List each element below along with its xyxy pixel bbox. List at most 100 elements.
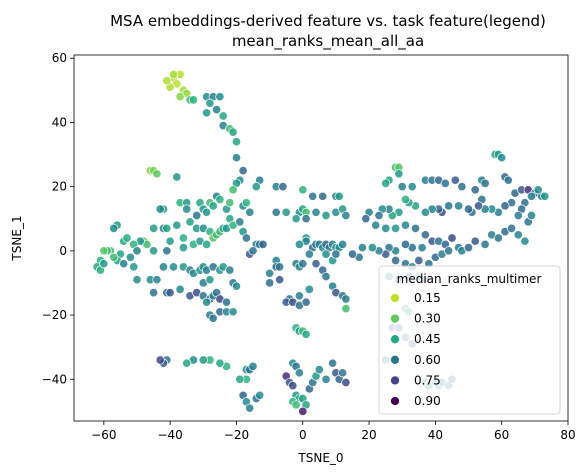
data-point: [162, 223, 172, 233]
data-point: [149, 288, 159, 298]
chart-subtitle: mean_ranks_mean_all_aa: [232, 32, 424, 51]
legend: median_ranks_multimer 0.150.300.450.600.…: [378, 265, 561, 415]
data-point: [231, 137, 242, 147]
x-tick-label: 0: [299, 428, 307, 442]
data-point: [248, 361, 258, 371]
data-point: [294, 368, 304, 378]
legend-label: 0.75: [414, 373, 441, 387]
data-point: [341, 294, 351, 304]
data-point: [410, 223, 421, 233]
data-point: [338, 239, 348, 249]
data-point: [221, 297, 232, 307]
data-point: [175, 284, 185, 294]
data-point: [298, 185, 308, 195]
legend-marker: [390, 396, 400, 406]
data-point: [291, 400, 301, 410]
data-point: [152, 275, 162, 285]
data-point: [397, 182, 407, 192]
data-point: [202, 239, 212, 249]
x-tick-label: 60: [494, 428, 509, 442]
data-point: [218, 111, 228, 121]
data-point: [281, 207, 291, 217]
data-point: [314, 365, 324, 375]
data-point: [231, 153, 242, 163]
legend-marker: [390, 313, 400, 324]
data-point: [119, 259, 129, 269]
data-point: [400, 194, 411, 205]
data-point: [251, 182, 261, 192]
data-point: [202, 207, 212, 217]
data-point: [540, 191, 550, 201]
data-point: [341, 210, 351, 221]
data-point: [231, 281, 242, 291]
data-point: [347, 249, 358, 259]
y-tick-label: 0: [59, 244, 67, 258]
data-point: [371, 220, 381, 230]
legend-title: median_ranks_multimer: [397, 272, 542, 286]
data-point: [381, 178, 391, 188]
data-point: [294, 239, 304, 249]
data-point: [470, 185, 480, 195]
data-point: [533, 185, 543, 195]
data-point: [255, 390, 265, 400]
x-tick-label: −20: [224, 428, 249, 442]
data-point: [178, 233, 188, 243]
data-point: [129, 262, 139, 272]
data-point: [168, 69, 179, 79]
data-point: [208, 201, 218, 211]
data-point: [208, 313, 218, 323]
data-point: [470, 236, 480, 246]
legend-label: 0.15: [414, 291, 441, 305]
data-point: [391, 223, 401, 233]
data-point: [125, 252, 135, 262]
data-point: [265, 268, 275, 278]
data-point: [500, 201, 510, 211]
data-point: [301, 297, 311, 307]
legend-label: 0.30: [414, 312, 441, 326]
legend-marker: [390, 334, 400, 345]
x-tick-label: −60: [91, 428, 116, 442]
data-point: [205, 275, 215, 285]
legend-marker: [390, 375, 400, 386]
data-point: [265, 278, 275, 288]
data-point: [301, 329, 311, 339]
data-point: [241, 198, 251, 208]
data-point: [444, 201, 454, 211]
y-axis-ticks: −40 −20 0 20 40 60: [42, 51, 74, 386]
data-point: [258, 239, 268, 249]
data-point: [304, 249, 314, 259]
data-point: [294, 291, 304, 301]
data-point: [321, 374, 331, 384]
data-point: [275, 275, 285, 285]
data-point: [99, 259, 109, 269]
data-point: [417, 243, 427, 253]
data-point: [391, 255, 401, 266]
legend-marker: [390, 293, 400, 303]
data-point: [520, 236, 530, 246]
data-point: [109, 223, 119, 233]
x-tick-label: 20: [361, 428, 376, 442]
data-point: [238, 166, 248, 176]
data-point: [328, 358, 338, 368]
data-point: [182, 204, 192, 214]
chart-title: MSA embeddings-derived feature vs. task …: [110, 12, 546, 30]
legend-marker: [390, 354, 400, 365]
data-point: [271, 207, 281, 217]
plot-frame: [73, 54, 569, 422]
data-point: [357, 243, 367, 253]
data-point: [152, 169, 162, 179]
data-point: [225, 265, 235, 275]
data-point: [450, 175, 460, 185]
data-point: [507, 223, 517, 233]
x-axis-ticks: −60 −40 −20 0 20 40 60 80: [91, 421, 576, 442]
data-point: [321, 210, 331, 221]
data-point: [480, 178, 490, 188]
data-point: [298, 406, 308, 416]
data-point: [235, 374, 245, 384]
data-point: [331, 249, 341, 259]
data-point: [318, 191, 328, 201]
data-point: [202, 297, 212, 307]
data-point: [168, 262, 179, 272]
data-point: [526, 191, 537, 201]
data-point: [278, 182, 288, 192]
